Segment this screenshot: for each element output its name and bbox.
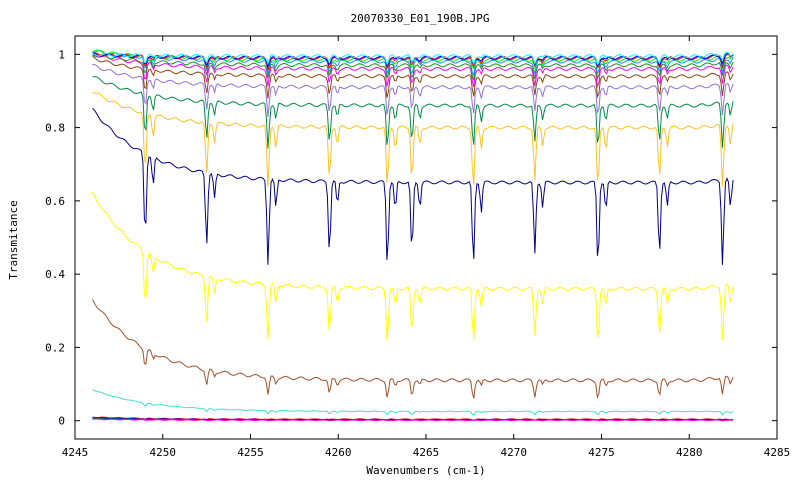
series-line	[92, 64, 734, 117]
y-tick-label: 1	[58, 48, 65, 61]
y-tick-label: 0.2	[45, 341, 65, 354]
x-axis-label: Wavenumbers (cm-1)	[366, 464, 485, 477]
series-line	[92, 76, 734, 149]
series-line	[92, 54, 734, 81]
x-tick-label: 4270	[501, 446, 528, 459]
series-line	[92, 91, 734, 188]
x-tick-label: 4275	[588, 446, 615, 459]
series-line	[92, 389, 734, 416]
x-tick-label: 4245	[62, 446, 89, 459]
series-line	[92, 191, 734, 341]
series-line	[92, 418, 734, 422]
series-line	[92, 51, 734, 66]
x-axis: 4245 4250 4255 4260 4265 4270 4275 4280 4285	[62, 36, 791, 459]
x-tick-label: 4265	[413, 446, 440, 459]
series-line	[92, 53, 734, 88]
y-tick-label: 0.4	[45, 268, 65, 281]
y-axis: 0 0.2 0.4 0.6 0.8 1	[45, 48, 777, 428]
x-tick-label: 4280	[676, 446, 703, 459]
series-group	[92, 49, 734, 422]
y-axis-label: Transmitance	[7, 200, 20, 279]
x-tick-label: 4260	[325, 446, 352, 459]
x-tick-label: 4285	[764, 446, 791, 459]
y-tick-label: 0.8	[45, 122, 65, 135]
series-line	[92, 107, 734, 265]
series-line	[92, 50, 734, 78]
y-tick-label: 0.6	[45, 195, 65, 208]
chart-title: 20070330_E01_190B.JPG	[350, 12, 489, 25]
x-tick-label: 4255	[237, 446, 264, 459]
x-tick-label: 4250	[150, 446, 177, 459]
series-line	[92, 56, 734, 99]
y-tick-label: 0	[58, 415, 65, 428]
series-line	[92, 299, 734, 400]
